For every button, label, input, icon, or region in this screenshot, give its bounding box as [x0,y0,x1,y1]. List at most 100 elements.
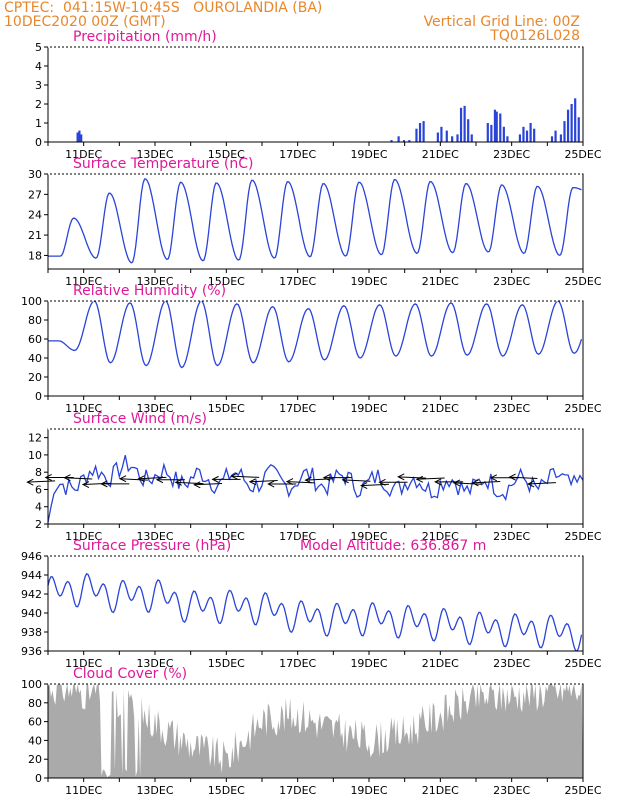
wind-arrow [416,477,445,480]
wind-arrow-head [452,479,461,487]
x-tick-label: 19DEC [350,275,387,288]
precip-bar [422,121,425,142]
wind-arrow [194,482,223,486]
precip-bar [467,119,470,142]
x-tick-label: 21DEC [422,657,459,670]
panel-title: Relative Humidity (%) [73,283,226,299]
y-tick-label: 100 [21,295,42,308]
header-date: 10DEC2020 00Z (GMT) [4,14,166,30]
x-tick-label: 21DEC [422,530,459,543]
x-tick-label: 15DEC [208,275,245,288]
x-tick-label: 25DEC [564,784,601,797]
wind-arrow [120,478,148,481]
wind-arrow-head [100,480,108,488]
y-tick-label: 2 [35,518,42,531]
wind-arrow-head [63,474,71,482]
wind-arrow-head [322,474,331,482]
x-tick-label: 15DEC [208,657,245,670]
wind-arrow [27,480,56,483]
y-tick-label: 100 [21,678,42,691]
y-tick-label: 940 [21,607,42,620]
x-tick-label: 25DEC [564,148,601,161]
y-tick-label: 8 [35,466,42,479]
y-tick-label: 6 [35,483,42,496]
precip-bar [408,140,411,142]
panel-cloud-cover: Cloud Cover (%) 0 20 40 60 80 100 11DEC 13DEC 15D… [21,666,602,797]
cloud-cover-area [48,684,583,778]
temperature-line [48,178,582,264]
precip-bar [451,136,454,142]
wind-arrow-head [415,475,424,483]
precip-bar [486,123,489,142]
wind-arrow-head [26,478,34,486]
wind-arrow-head [341,476,349,484]
precip-bar [445,130,448,142]
x-tick-label: 23DEC [493,148,530,161]
x-tick-label: 13DEC [136,784,173,797]
y-tick-label: 60 [28,716,42,729]
y-tick-label: 40 [28,734,42,747]
precip-bar [459,107,463,142]
x-tick-label: 23DEC [493,657,530,670]
precip-bar [436,132,439,142]
precip-bar [574,98,577,142]
y-tick-label: 0 [35,390,42,403]
wind-arrow-head [360,482,368,490]
wind-arrow-head [508,473,516,481]
plot-frame [47,428,584,525]
pressure-line [47,572,583,652]
wind-arrow-head [489,474,498,482]
precip-bar [529,123,532,142]
panel-humidity: Relative Humidity (%) 0 20 40 60 80 100 11DEC 13… [21,283,602,415]
x-tick-label: 21DEC [422,148,459,161]
x-tick-label: 11DEC [65,530,102,543]
wind-arrow [175,481,204,485]
wind-arrow-head [193,481,201,489]
wind-arrow-head [304,476,312,484]
x-tick-label: 23DEC [493,275,530,288]
y-tick-label: 24 [28,209,42,222]
precip-bar [470,134,473,142]
precip-bar [78,130,81,142]
x-tick-label: 13DEC [136,530,173,543]
y-tick-label: 20 [28,371,42,384]
y-tick-label: 0 [35,136,42,149]
wind-arrow [231,475,260,478]
y-tick-label: 21 [28,229,42,242]
x-tick-label: 13DEC [136,148,173,161]
y-tick-label: 12 [28,432,42,445]
panel-temperature: Surface Temperature (nC) 18 21 24 27 30 11DEC 1… [28,156,602,288]
x-tick-label: 17DEC [279,148,316,161]
x-tick-label: 11DEC [65,784,102,797]
precip-bar [522,126,525,142]
wind-arrow [509,476,538,479]
precip-bar [402,140,406,142]
panel-title: Surface Temperature (nC) [73,156,254,172]
precip-bar [463,105,466,142]
wind-arrow-head [471,479,479,487]
x-tick-label: 11DEC [65,148,102,161]
precip-bar [495,111,498,142]
plot-frame [47,173,584,270]
x-tick-label: 25DEC [564,402,601,415]
precip-bar [554,130,557,142]
x-tick-label: 23DEC [493,530,530,543]
wind-arrow [249,479,278,483]
precip-bar [490,124,493,142]
panel-title: Surface Pressure (hPa) [73,538,231,554]
precip-bar [440,126,443,142]
precip-bar [390,140,393,142]
precip-bar [493,109,497,142]
x-tick-label: 21DEC [422,784,459,797]
y-tick-label: 4 [35,60,42,73]
wind-arrow-head [285,478,294,486]
x-tick-label: 19DEC [350,657,387,670]
precip-bar [418,123,422,142]
precip-bar [525,130,529,142]
y-tick-label: 27 [28,188,42,201]
x-tick-label: 15DEC [208,402,245,415]
x-tick-label: 15DEC [208,784,245,797]
wind-arrow [472,481,501,484]
wind-arrow-head [174,478,182,486]
wind-arrow [342,479,371,482]
